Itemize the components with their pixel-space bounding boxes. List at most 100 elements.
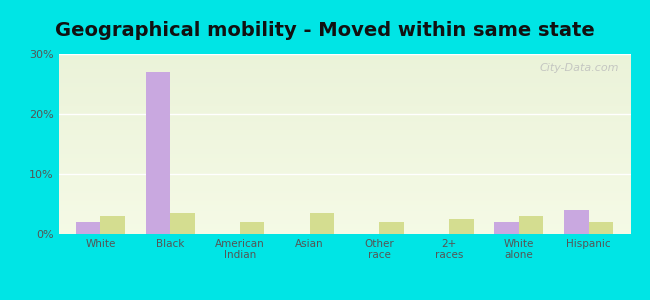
Bar — [58, 194, 630, 195]
Bar — [58, 63, 630, 64]
Bar — [58, 125, 630, 126]
Bar — [58, 218, 630, 219]
Bar — [58, 61, 630, 62]
Bar — [58, 122, 630, 123]
Bar — [58, 141, 630, 142]
Bar — [58, 68, 630, 69]
Bar — [58, 71, 630, 72]
Bar — [58, 189, 630, 190]
Bar — [58, 228, 630, 229]
Bar — [58, 142, 630, 143]
Bar — [58, 135, 630, 136]
Bar — [58, 204, 630, 205]
Bar — [58, 207, 630, 208]
Bar — [58, 229, 630, 230]
Bar — [58, 154, 630, 155]
Bar — [58, 70, 630, 71]
Bar — [58, 231, 630, 232]
Bar — [58, 157, 630, 158]
Bar — [564, 210, 589, 234]
Bar — [58, 89, 630, 90]
Bar — [58, 108, 630, 109]
Bar — [58, 56, 630, 57]
Bar — [58, 87, 630, 88]
Bar — [58, 104, 630, 105]
Bar — [58, 82, 630, 83]
Bar — [58, 86, 630, 87]
Bar — [58, 59, 630, 60]
Bar — [58, 188, 630, 189]
Bar — [58, 215, 630, 216]
Bar — [58, 137, 630, 138]
Bar — [58, 181, 630, 182]
Bar — [58, 168, 630, 169]
Bar — [58, 118, 630, 119]
Bar — [58, 190, 630, 191]
Bar — [58, 94, 630, 95]
Bar — [58, 227, 630, 228]
Bar — [58, 148, 630, 149]
Bar — [58, 172, 630, 173]
Bar — [58, 102, 630, 103]
Bar — [58, 115, 630, 116]
Bar — [170, 213, 194, 234]
Bar — [58, 205, 630, 206]
Bar — [58, 219, 630, 220]
Text: City-Data.com: City-Data.com — [540, 63, 619, 73]
Bar — [58, 212, 630, 213]
Bar — [58, 116, 630, 117]
Bar — [58, 185, 630, 186]
Bar — [58, 202, 630, 203]
Bar — [58, 69, 630, 70]
Bar — [58, 62, 630, 63]
Bar — [58, 95, 630, 96]
Bar — [58, 136, 630, 137]
Bar — [58, 176, 630, 177]
Bar — [58, 178, 630, 179]
Bar — [58, 129, 630, 130]
Bar — [58, 211, 630, 212]
Bar — [58, 84, 630, 85]
Bar — [58, 64, 630, 65]
Bar — [58, 199, 630, 200]
Bar — [58, 57, 630, 58]
Bar — [58, 107, 630, 108]
Bar — [58, 210, 630, 211]
Bar — [58, 81, 630, 82]
Bar — [58, 97, 630, 98]
Bar — [58, 72, 630, 73]
Bar — [58, 163, 630, 164]
Bar — [58, 67, 630, 68]
Bar — [58, 143, 630, 144]
Bar — [58, 200, 630, 201]
Bar — [58, 161, 630, 162]
Bar — [519, 216, 543, 234]
Bar — [58, 111, 630, 112]
Bar — [58, 166, 630, 167]
Bar — [58, 226, 630, 227]
Bar — [58, 83, 630, 84]
Bar — [58, 152, 630, 153]
Bar — [58, 132, 630, 133]
Bar — [58, 113, 630, 114]
Bar — [58, 175, 630, 176]
Bar — [58, 165, 630, 166]
Bar — [58, 103, 630, 104]
Bar — [58, 106, 630, 107]
Bar — [58, 186, 630, 187]
Bar — [58, 171, 630, 172]
Bar — [58, 60, 630, 61]
Bar — [58, 93, 630, 94]
Bar — [58, 149, 630, 150]
Bar — [58, 170, 630, 171]
Bar — [58, 230, 630, 231]
Bar — [58, 77, 630, 78]
Bar — [58, 150, 630, 151]
Bar — [58, 191, 630, 192]
Bar — [58, 55, 630, 56]
Bar — [58, 197, 630, 198]
Bar — [58, 92, 630, 93]
Bar — [58, 128, 630, 129]
Bar — [58, 65, 630, 66]
Bar — [58, 164, 630, 165]
